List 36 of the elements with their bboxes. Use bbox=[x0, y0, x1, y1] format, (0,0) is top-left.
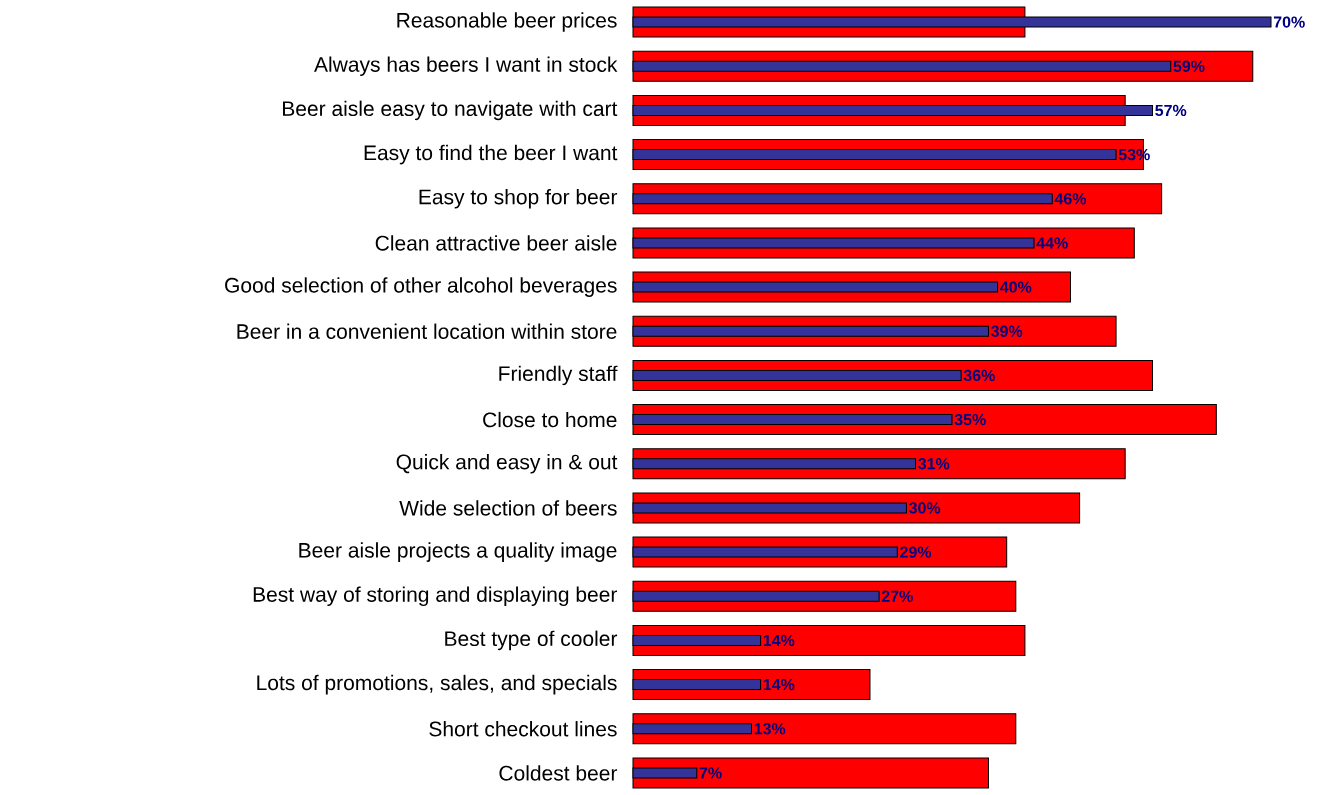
y-tick-label: Lots of promotions, sales, and specials bbox=[257, 674, 617, 695]
y-tick-label: Good selection of other alcohol beverages bbox=[225, 277, 617, 297]
data-label: 27% bbox=[881, 590, 913, 602]
y-tick-label: Quick and easy in & out bbox=[396, 453, 618, 474]
y-tick-label: Friendly staff bbox=[499, 365, 618, 386]
data-label: 70% bbox=[1273, 16, 1305, 28]
y-tick-label: Easy to shop for beer bbox=[419, 188, 618, 209]
data-label: 14% bbox=[763, 678, 795, 691]
data-label: 59% bbox=[1173, 60, 1205, 72]
data-label: 44% bbox=[1036, 237, 1068, 249]
data-label: 40% bbox=[1000, 281, 1032, 293]
y-tick-label: Easy to find the beer I want bbox=[364, 144, 618, 165]
data-label: 29% bbox=[900, 546, 932, 558]
data-label: 13% bbox=[754, 723, 786, 735]
data-label: 31% bbox=[918, 458, 950, 470]
y-tick-label: Wide selection of beers bbox=[399, 500, 617, 516]
data-label: 14% bbox=[763, 634, 795, 647]
y-tick-label: Best type of cooler bbox=[445, 630, 618, 651]
bar bbox=[632, 757, 989, 789]
data-label: 39% bbox=[991, 325, 1023, 337]
data-label: 35% bbox=[954, 413, 986, 426]
y-tick-label: Close to home bbox=[483, 411, 617, 428]
data-label: 36% bbox=[963, 369, 995, 382]
data-label: 57% bbox=[1155, 104, 1187, 117]
y-tick-label: Beer aisle projects a quality image bbox=[299, 542, 617, 562]
y-tick-label: Beer aisle easy to navigate with cart bbox=[283, 100, 618, 121]
y-tick-label: Short checkout lines bbox=[429, 721, 617, 737]
y-tick-label: Clean attractive beer aisle bbox=[375, 235, 617, 251]
y-tick-label: Coldest beer bbox=[499, 765, 618, 781]
data-label: 7% bbox=[699, 767, 722, 779]
data-label: 46% bbox=[1054, 193, 1087, 205]
y-tick-label: Always has beers I want in stock bbox=[314, 56, 618, 77]
y-tick-label: Best way of storing and displaying beer bbox=[253, 586, 618, 607]
y-tick-label: Reasonable beer prices bbox=[397, 12, 617, 32]
y-tick-label: Beer in a convenient location within store bbox=[237, 323, 617, 339]
data-label: 30% bbox=[909, 502, 941, 514]
